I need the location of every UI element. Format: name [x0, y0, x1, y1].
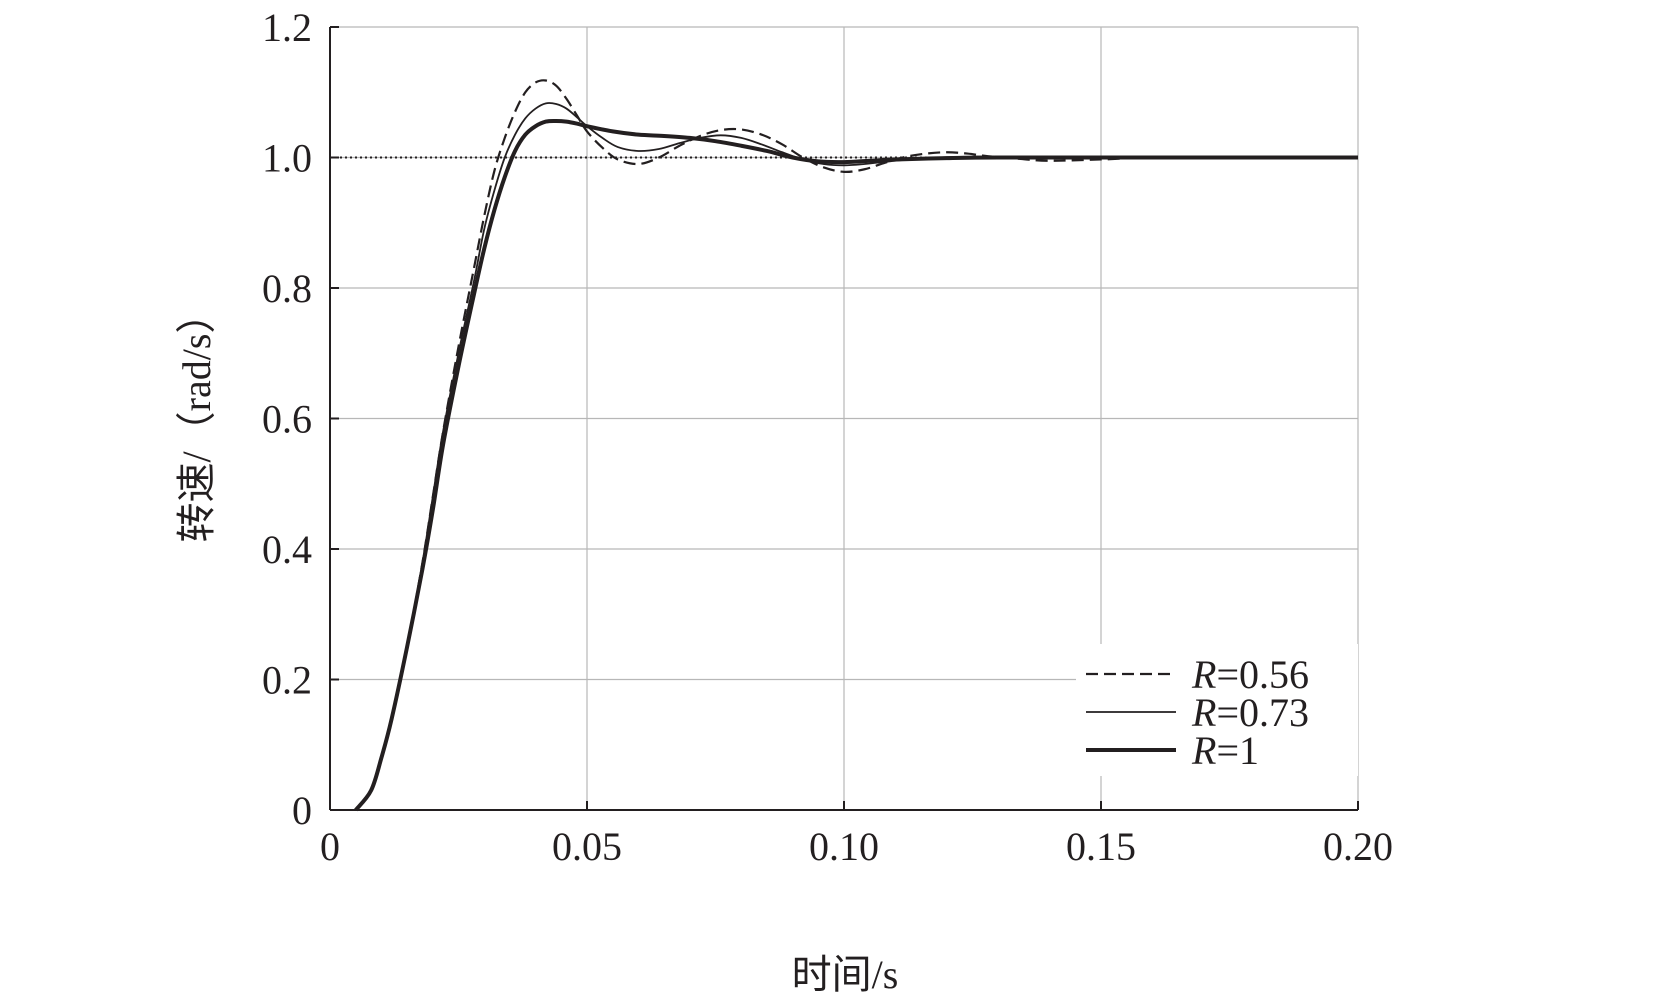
legend-label-1: R=0.56: [1191, 652, 1309, 697]
x-tick-label: 0.10: [809, 824, 879, 869]
x-tick-label: 0.05: [552, 824, 622, 869]
y-tick-label: 0: [292, 788, 312, 833]
axis-layer: [329, 26, 1359, 811]
legend-label-3: R=1: [1191, 728, 1259, 773]
y-tick-label: 1.0: [262, 136, 312, 181]
series-line-3: [354, 118, 1358, 812]
x-tick-label: 0.20: [1323, 824, 1393, 869]
series-layer: [354, 79, 1358, 812]
x-tick-label: 0: [320, 824, 340, 869]
x-tick-label: 0.15: [1066, 824, 1136, 869]
y-axis-title: 转速/（rad/s）: [174, 294, 219, 543]
legend-label-2: R=0.73: [1191, 690, 1309, 735]
x-axis-title: 时间/s: [792, 952, 899, 997]
y-tick-label: 1.2: [262, 5, 312, 50]
y-tick-label: 0.6: [262, 397, 312, 442]
legend: R=0.56R=0.73R=1: [1076, 644, 1358, 776]
y-tick-label: 0.4: [262, 527, 312, 572]
y-tick-label: 0.2: [262, 658, 312, 703]
tick-label-layer: 0 0.05 0.10 0.15 0.20 0 0.2 0.4 0.6 0.8 1.0 1.2: [262, 5, 1393, 869]
legend-background: [1076, 644, 1358, 776]
y-tick-label: 0.8: [262, 266, 312, 311]
